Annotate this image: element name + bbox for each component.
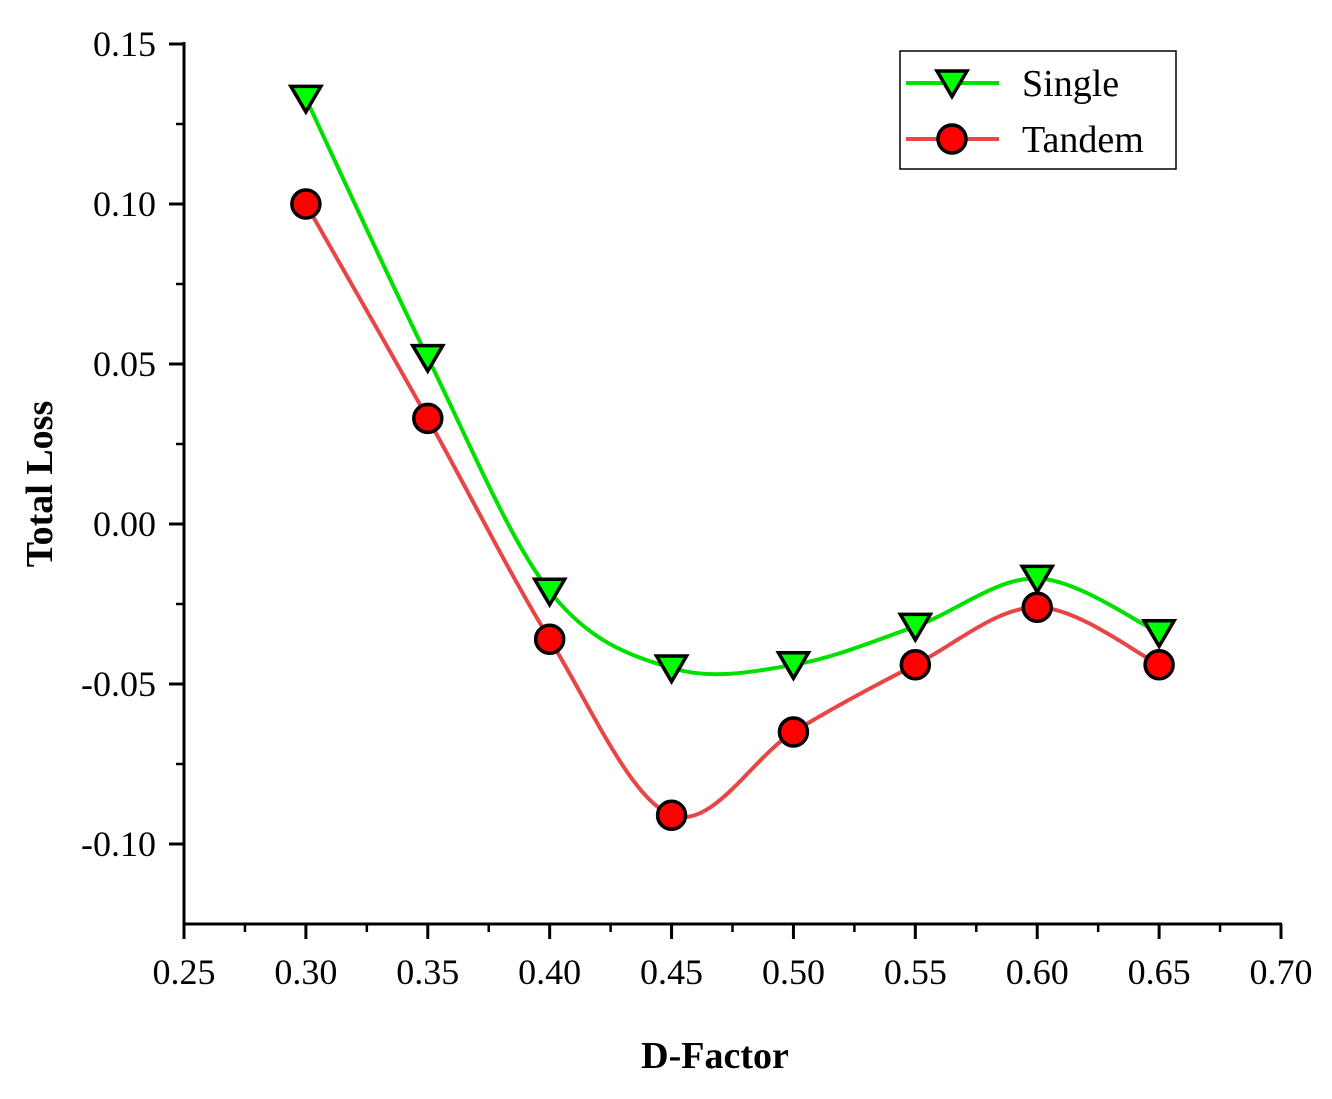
data-point-tandem — [1143, 649, 1175, 681]
y-axis-title: Total Loss — [19, 401, 61, 568]
series-line-single — [304, 97, 1160, 677]
x-axis-title: D-Factor — [641, 1035, 789, 1077]
data-point-tandem — [777, 716, 810, 748]
data-point-single — [775, 651, 812, 682]
y-tick-label: 0.15 — [93, 24, 156, 64]
x-tick-label: 0.65 — [1128, 952, 1191, 992]
data-point-tandem — [412, 402, 444, 435]
data-point-tandem — [533, 623, 566, 655]
data-point-single — [897, 612, 934, 644]
y-tick-label: 0.10 — [93, 184, 156, 224]
data-point-tandem — [290, 188, 322, 220]
legend-marker-single — [933, 69, 971, 100]
data-point-single — [1141, 619, 1178, 650]
legend-label-tandem: Tandem — [1022, 119, 1144, 161]
data-point-tandem — [655, 799, 688, 831]
axis-ticks: 0.25 0.30 0.35 0.40 0.45 0.50 0.55 0.60 0.65 0.70… — [81, 24, 1313, 992]
data-point-single — [409, 343, 446, 375]
series-curves — [304, 97, 1160, 820]
y-tick-label: 0.05 — [93, 344, 156, 384]
data-point-single — [1019, 564, 1056, 596]
data-point-single — [531, 577, 568, 609]
legend: Single Tandem — [899, 50, 1177, 170]
data-point-tandem — [899, 649, 932, 681]
axes — [182, 42, 1282, 926]
legend-marker-tandem — [936, 123, 968, 155]
y-tick-label: 0.00 — [93, 504, 156, 544]
legend-label-single: Single — [1022, 63, 1119, 105]
x-tick-label: 0.45 — [640, 952, 703, 992]
y-tick-label: -0.05 — [81, 664, 156, 704]
data-point-tandem — [1021, 591, 1053, 623]
series-line-tandem — [304, 203, 1160, 820]
x-tick-label: 0.35 — [396, 952, 459, 992]
data-point-single — [653, 654, 690, 685]
data-point-single — [287, 84, 324, 116]
series-markers — [287, 84, 1178, 831]
x-tick-label: 0.70 — [1250, 952, 1313, 992]
y-tick-label: -0.10 — [81, 824, 156, 864]
x-tick-label: 0.50 — [762, 952, 825, 992]
x-tick-label: 0.60 — [1006, 952, 1069, 992]
x-tick-label: 0.40 — [518, 952, 581, 992]
x-tick-label: 0.55 — [884, 952, 947, 992]
x-tick-label: 0.25 — [153, 952, 216, 992]
x-tick-label: 0.30 — [274, 952, 337, 992]
